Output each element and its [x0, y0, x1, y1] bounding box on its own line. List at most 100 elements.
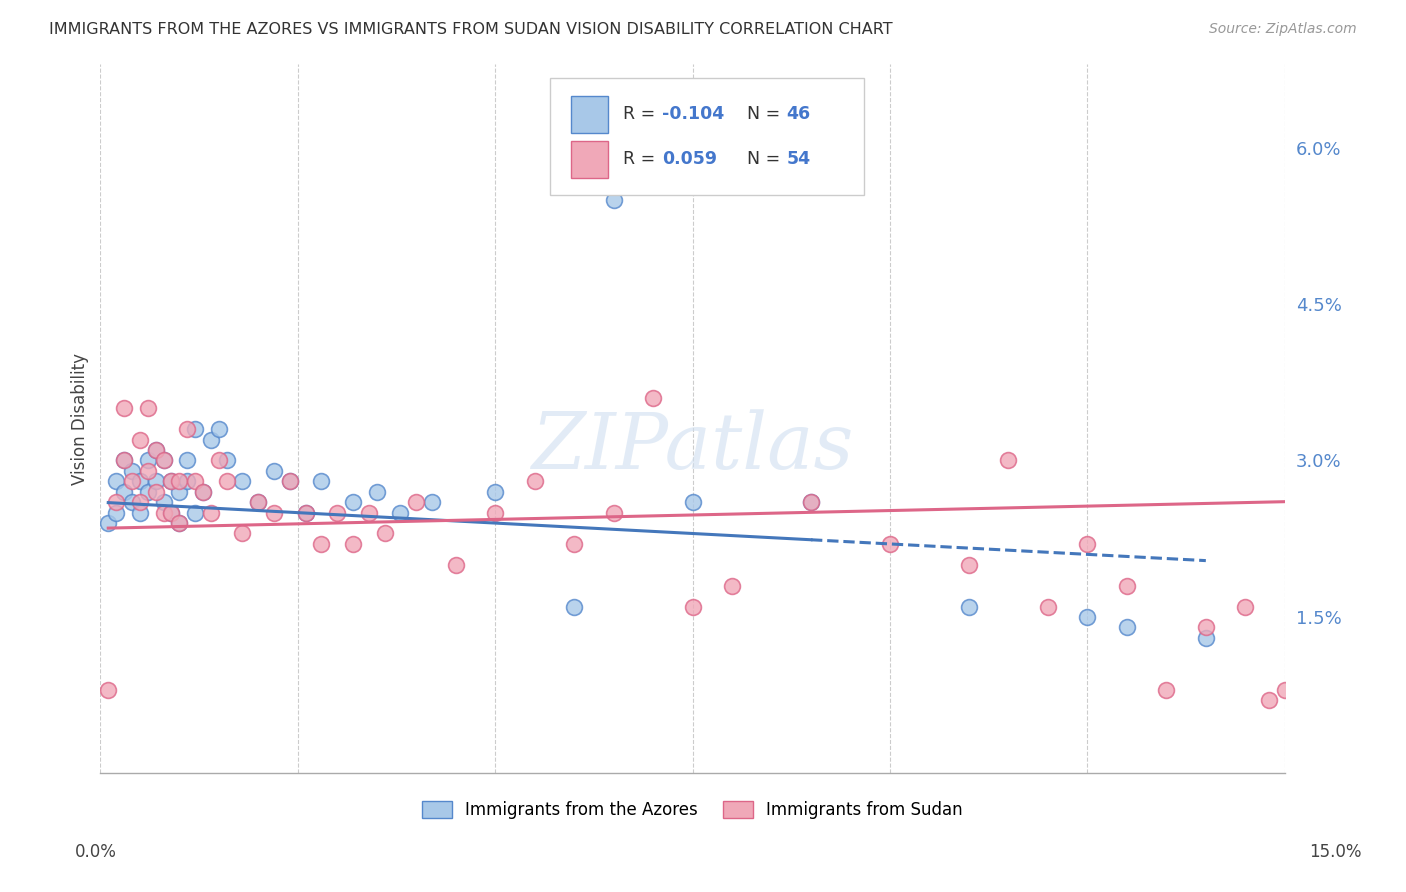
Point	[152, 506, 174, 520]
Text: 0.0%: 0.0%	[75, 843, 117, 861]
Point	[105, 506, 128, 520]
Point	[145, 443, 167, 458]
Point	[128, 433, 150, 447]
Point	[311, 537, 333, 551]
Point	[643, 391, 665, 405]
Point	[176, 422, 198, 436]
Point	[278, 475, 301, 489]
Point	[128, 475, 150, 489]
Point	[121, 464, 143, 478]
Point	[112, 453, 135, 467]
Point	[389, 506, 412, 520]
Text: 15.0%: 15.0%	[1309, 843, 1362, 861]
Text: ZIPatlas: ZIPatlas	[531, 409, 853, 485]
Point	[1195, 620, 1218, 634]
Point	[602, 506, 624, 520]
Text: IMMIGRANTS FROM THE AZORES VS IMMIGRANTS FROM SUDAN VISION DISABILITY CORRELATIO: IMMIGRANTS FROM THE AZORES VS IMMIGRANTS…	[49, 22, 893, 37]
Point	[160, 506, 183, 520]
Point	[97, 516, 120, 530]
Point	[145, 484, 167, 499]
Point	[484, 506, 506, 520]
Point	[342, 537, 364, 551]
Point	[136, 484, 159, 499]
Point	[160, 475, 183, 489]
Point	[215, 475, 238, 489]
Point	[1258, 693, 1281, 707]
Text: R =: R =	[623, 150, 661, 168]
Point	[105, 475, 128, 489]
Point	[136, 453, 159, 467]
Point	[294, 506, 316, 520]
Point	[484, 484, 506, 499]
Point	[957, 599, 980, 614]
Point	[169, 516, 191, 530]
Text: 0.059: 0.059	[662, 150, 717, 168]
Point	[160, 506, 183, 520]
Point	[247, 495, 270, 509]
Point	[311, 475, 333, 489]
Point	[97, 683, 120, 698]
Legend: Immigrants from the Azores, Immigrants from Sudan: Immigrants from the Azores, Immigrants f…	[415, 794, 970, 825]
Text: N =: N =	[747, 150, 786, 168]
Point	[128, 506, 150, 520]
Point	[1115, 620, 1137, 634]
Point	[136, 401, 159, 416]
Text: -0.104: -0.104	[662, 105, 724, 123]
Point	[112, 484, 135, 499]
Point	[208, 422, 231, 436]
Point	[136, 464, 159, 478]
Point	[176, 453, 198, 467]
Point	[247, 495, 270, 509]
Point	[145, 443, 167, 458]
Point	[1076, 610, 1098, 624]
Point	[191, 484, 214, 499]
Point	[169, 516, 191, 530]
Point	[342, 495, 364, 509]
Point	[176, 475, 198, 489]
Point	[112, 401, 135, 416]
Point	[231, 475, 253, 489]
Point	[200, 433, 222, 447]
Bar	[571, 96, 609, 133]
Point	[997, 453, 1019, 467]
Point	[169, 484, 191, 499]
Point	[957, 558, 980, 572]
FancyBboxPatch shape	[550, 78, 865, 195]
Point	[562, 537, 585, 551]
Point	[800, 495, 823, 509]
Point	[184, 475, 207, 489]
Point	[121, 495, 143, 509]
Point	[128, 495, 150, 509]
Point	[420, 495, 443, 509]
Point	[160, 475, 183, 489]
Point	[374, 526, 396, 541]
Point	[152, 453, 174, 467]
Point	[366, 484, 388, 499]
Point	[184, 506, 207, 520]
Text: 54: 54	[786, 150, 810, 168]
Point	[1115, 579, 1137, 593]
Point	[145, 475, 167, 489]
Point	[444, 558, 467, 572]
Point	[112, 453, 135, 467]
Point	[602, 193, 624, 207]
Point	[263, 464, 285, 478]
Point	[152, 453, 174, 467]
Y-axis label: Vision Disability: Vision Disability	[72, 352, 89, 484]
Point	[184, 422, 207, 436]
Point	[879, 537, 901, 551]
Point	[278, 475, 301, 489]
Point	[294, 506, 316, 520]
Point	[1156, 683, 1178, 698]
Point	[200, 506, 222, 520]
Point	[682, 599, 704, 614]
Point	[1195, 631, 1218, 645]
Point	[215, 453, 238, 467]
Point	[357, 506, 380, 520]
Point	[121, 475, 143, 489]
Text: 46: 46	[786, 105, 810, 123]
Point	[326, 506, 349, 520]
Text: Source: ZipAtlas.com: Source: ZipAtlas.com	[1209, 22, 1357, 37]
Point	[523, 475, 546, 489]
Point	[1036, 599, 1059, 614]
